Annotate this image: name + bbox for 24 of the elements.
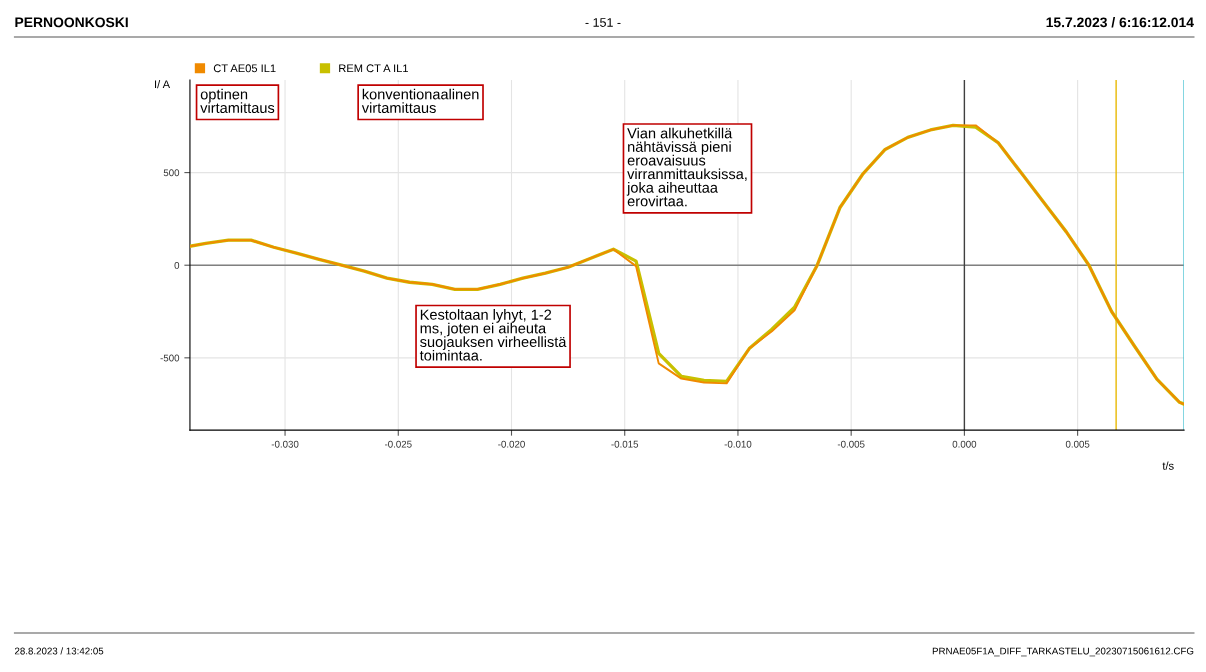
- annotation: Kestoltaan lyhyt, 1-2 ms, joten ei aiheuta suojauksen virheellistä toimintaa.: [419, 309, 567, 361]
- text: 15.7.2023 / 6:16:12.014: [1046, 17, 1194, 28]
- x-tick-label: -0.005: [837, 440, 865, 448]
- y-axis-title: I/ A: [155, 79, 171, 89]
- x-tick-label: 0.005: [1065, 440, 1090, 448]
- text: PRNAE05F1A_DIFF_TARKASTELU_20230715061612.CFG: [932, 647, 1194, 657]
- x-tick-label: -0.025: [384, 440, 412, 448]
- text: PERNOONKOSKI: [15, 17, 128, 28]
- x-axis-title: t/s: [1162, 461, 1174, 470]
- x-tick-label: -0.015: [611, 440, 639, 448]
- y-tick-label: -500: [160, 354, 180, 362]
- x-tick-label: -0.030: [271, 440, 299, 448]
- annotation: optinen virtamittaus: [200, 88, 275, 114]
- x-tick-label: -0.020: [498, 440, 525, 448]
- x-tick-label: -0.010: [724, 440, 752, 448]
- annotation: Vian alkuhetkillä nähtävissä pieni eroavaisuus virranmittauksissa, joka aiheuttaa erovirtaa.: [626, 127, 747, 207]
- legend-label: REM CT A IL1: [339, 64, 408, 73]
- annotation: konventionaalinen virtamittaus: [361, 88, 479, 114]
- y-tick-label: 0: [174, 261, 180, 269]
- text: - 151 -: [585, 18, 621, 27]
- x-tick-label: 0.000: [952, 440, 977, 448]
- legend-label: CT AE05 IL1: [213, 64, 276, 73]
- y-tick-label: 500: [163, 169, 180, 177]
- text: 28.8.2023 / 13:42:05: [14, 647, 104, 655]
